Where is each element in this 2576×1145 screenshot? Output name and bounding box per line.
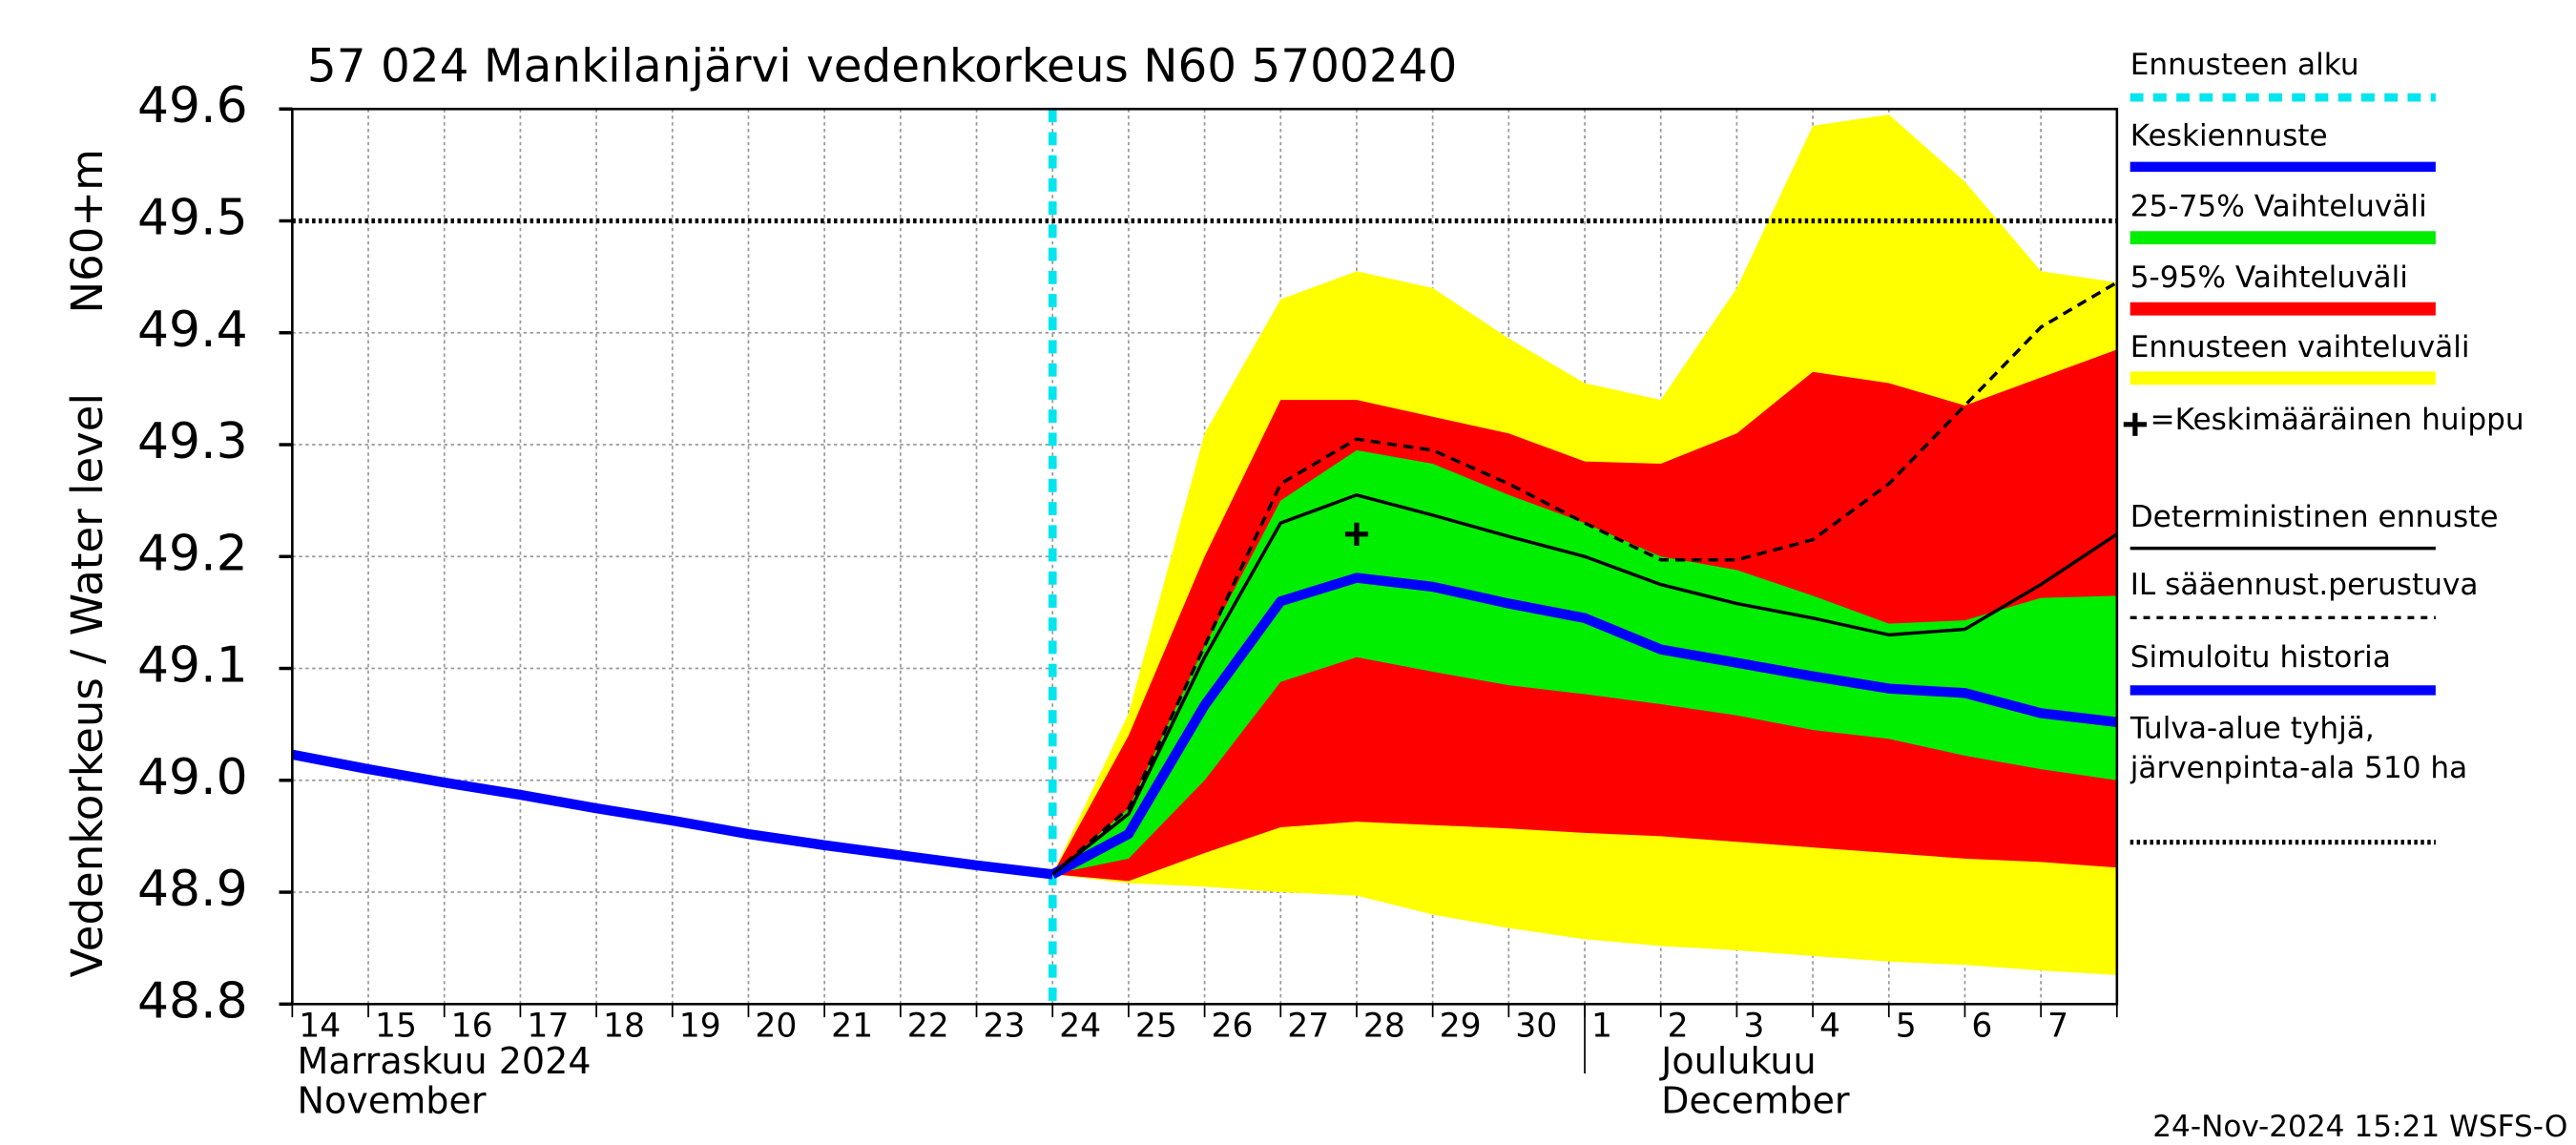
legend-key [2123, 412, 2147, 436]
legend-item: Simuloitu historia [2129, 640, 2391, 676]
x-tick-label: 17 [527, 1008, 569, 1046]
y-tick-label: 49.0 [137, 749, 248, 806]
x-tick-label: 29 [1440, 1008, 1482, 1046]
y-tick-label: 49.1 [137, 637, 248, 695]
series-line [291, 749, 1053, 880]
legend-label: Keskiennuste [2129, 118, 2328, 154]
x-tick-label: 23 [983, 1008, 1025, 1046]
x-tick-label: 27 [1287, 1008, 1329, 1046]
x-tick-label: 5 [1896, 1008, 1917, 1046]
legend-label: Deterministinen ennuste [2129, 500, 2499, 535]
x-tick-label: 24 [1059, 1008, 1101, 1046]
legend-label: 5-95% Vaihteluväli [2129, 260, 2408, 296]
legend-item: IL sääennust.perustuva [2129, 568, 2479, 603]
x-tick-label: 21 [831, 1008, 873, 1046]
y-tick-label: 49.2 [137, 525, 248, 582]
y-tick-label: 48.8 [137, 972, 248, 1030]
legend-label: Tulva-alue tyhjä, järvenpinta-ala 510 ha [2129, 711, 2468, 786]
y-axis-unit: N60+m [62, 149, 113, 313]
legend-label: IL sääennust.perustuva [2129, 568, 2479, 603]
legend-item: 5-95% Vaihteluväli [2129, 260, 2408, 296]
chart-title: 57 024 Mankilanjärvi vedenkorkeus N60 57… [307, 40, 1457, 94]
x-tick-label: 16 [451, 1008, 493, 1046]
x-tick-label: 22 [907, 1008, 949, 1046]
x-tick-label: 19 [679, 1008, 721, 1046]
legend-label: Ennusteen vaihteluväli [2129, 330, 2470, 365]
legend-label: =Keskimääräinen huippu [2150, 403, 2524, 438]
y-tick-label: 49.6 [137, 77, 248, 135]
legend-item: 25-75% Vaihteluväli [2129, 190, 2427, 225]
timestamp: 24-Nov-2024 15:21 WSFS-O [2152, 1110, 2567, 1144]
legend-item: Ennusteen vaihteluväli [2129, 330, 2470, 365]
series-line [1049, 572, 2118, 879]
y-tick-label: 48.9 [137, 861, 248, 918]
y-tick-label: 49.3 [137, 413, 248, 470]
legend-item: Keskiennuste [2129, 118, 2328, 154]
x-tick-label: 30 [1515, 1008, 1557, 1046]
x-tick-label: 25 [1135, 1008, 1177, 1046]
series-line [1051, 281, 2118, 876]
legend-label: Ennusteen alku [2129, 48, 2359, 83]
peak-marker [1344, 522, 1369, 546]
x-tick-label: 4 [1819, 1008, 1840, 1046]
y-axis-label: Vedenkorkeus / Water level [62, 393, 113, 977]
x-tick-label: 14 [299, 1008, 341, 1046]
series-line [1051, 493, 2118, 876]
x-tick-label: 15 [375, 1008, 417, 1046]
month-label: Joulukuu [1659, 1040, 1816, 1082]
y-tick-label: 49.4 [137, 302, 248, 359]
legend-item: Tulva-alue tyhjä, järvenpinta-ala 510 ha [2129, 711, 2468, 786]
x-tick-label: 3 [1743, 1008, 1764, 1046]
x-tick-label: 18 [603, 1008, 645, 1046]
y-tick-label: 49.5 [137, 189, 248, 246]
x-tick-label: 7 [2047, 1008, 2068, 1046]
legend-item: Ennusteen alku [2129, 48, 2359, 83]
x-tick-label: 20 [755, 1008, 797, 1046]
month-label: November [298, 1080, 487, 1122]
month-label: Marraskuu 2024 [298, 1040, 592, 1082]
legend-label: 25-75% Vaihteluväli [2129, 190, 2427, 225]
x-tick-label: 1 [1591, 1008, 1612, 1046]
band [1052, 449, 2117, 875]
month-label: December [1661, 1080, 1850, 1122]
plot-frame [291, 107, 2119, 1006]
x-tick-label: 6 [1971, 1008, 1992, 1046]
legend-item: =Keskimääräinen huippu [2150, 403, 2524, 438]
x-tick-label: 26 [1212, 1008, 1254, 1046]
x-tick-label: 2 [1668, 1008, 1689, 1046]
legend-item: Deterministinen ennuste [2129, 500, 2499, 535]
legend-label: Simuloitu historia [2129, 640, 2391, 676]
x-tick-label: 28 [1363, 1008, 1405, 1046]
